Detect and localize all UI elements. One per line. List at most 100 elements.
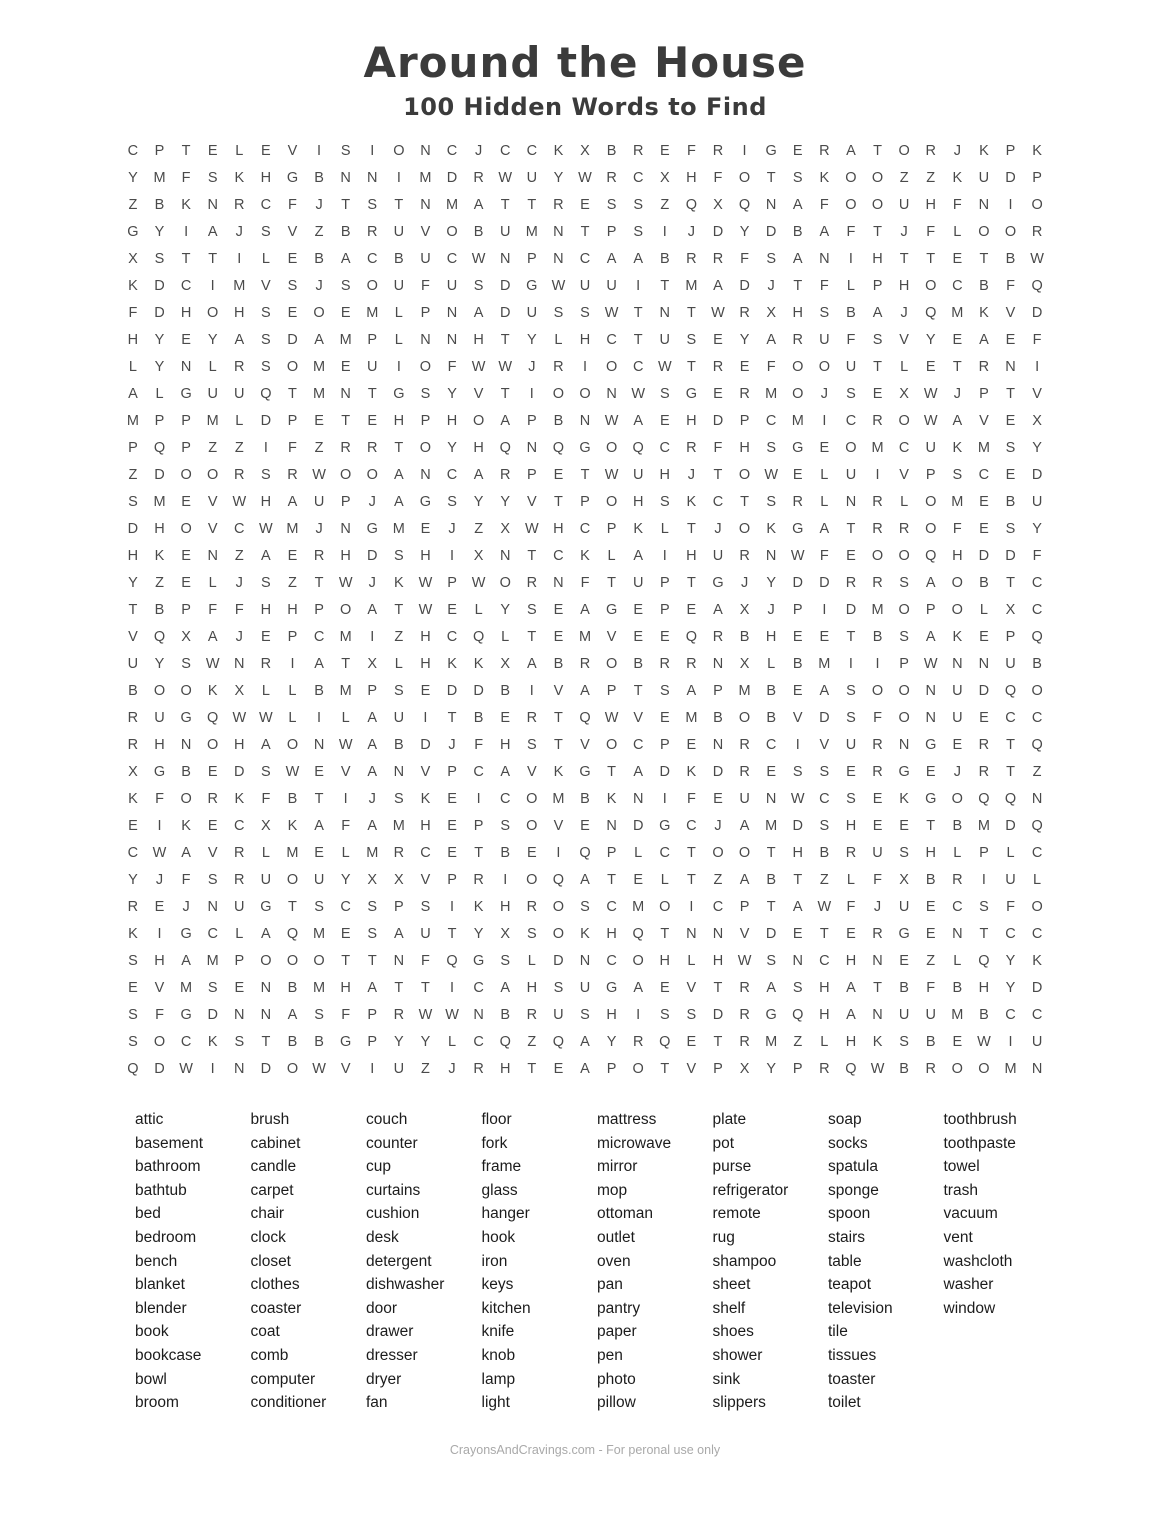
grid-letter: O [526,817,538,834]
grid-letter: U [393,277,405,294]
word-item: brush [250,1111,290,1128]
word-item: bench [135,1252,178,1270]
grid-letter: S [128,1006,138,1023]
grid-letter: I [184,223,189,240]
grid-letter: W [977,1033,991,1050]
grid-letter: S [261,574,271,591]
grid-letter: N [978,196,990,213]
grid-letter: O [951,601,963,618]
grid-letter: P [154,412,165,429]
grid-letter: N [872,952,883,969]
grid-letter: Q [127,1060,139,1077]
grid-letter: W [259,520,273,537]
grid-letter: P [1005,142,1016,159]
word-item: pantry [597,1299,641,1317]
grid-letter: X [766,304,776,321]
word-item: sink [712,1370,741,1388]
grid-letter: O [472,412,485,429]
grid-letter: J [873,898,882,915]
grid-letter: O [898,142,910,159]
grid-letter: S [899,628,909,645]
word-item: knob [481,1346,516,1364]
grid-letter: T [474,844,484,861]
grid-letter: L [235,412,244,429]
grid-letter: S [340,277,351,294]
word-item: coaster [250,1299,302,1317]
grid-letter: Z [926,169,936,186]
grid-letter: T [553,709,563,726]
grid-letter: T [341,196,351,213]
grid-letter: E [553,601,564,618]
grid-letter: L [820,1033,829,1050]
grid-letter: K [553,142,564,159]
grid-letter: N [260,979,272,996]
grid-letter: S [526,601,537,618]
grid-letter: W [604,412,619,429]
grid-letter: L [820,493,829,510]
grid-letter: U [898,196,910,213]
grid-letter: R [526,709,538,726]
grid-letter: T [846,520,856,537]
grid-letter: O [446,223,458,240]
grid-letter: A [766,331,776,348]
word-item: desk [366,1228,399,1246]
grid-letter: U [1031,1033,1043,1050]
grid-letter: S [580,898,590,915]
grid-letter: E [659,412,670,429]
grid-letter: B [580,790,590,807]
word-item: curtains [366,1181,421,1199]
grid-letter: X [659,169,670,186]
grid-letter: E [1005,466,1016,483]
grid-letter: F [1006,898,1015,915]
grid-letter: P [925,601,936,618]
grid-letter: G [260,898,272,915]
grid-letter: J [767,277,775,294]
grid-letter: L [660,520,669,537]
word-item: oven [597,1252,631,1270]
grid-letter: Q [153,439,166,456]
grid-letter: H [765,628,777,645]
grid-letter: G [340,1033,352,1050]
grid-letter: K [872,1033,883,1050]
grid-letter: A [633,547,644,564]
grid-letter: D [1005,169,1016,186]
grid-letter: M [313,385,326,402]
grid-letter: D [553,952,564,969]
grid-letter: Y [128,871,138,888]
grid-letter: C [1031,601,1043,618]
grid-letter: N [1031,1060,1043,1077]
grid-letter: Z [926,952,936,969]
grid-letter: R [686,250,697,267]
grid-letter: O [180,520,192,537]
grid-letter: I [556,844,561,861]
grid-letter: H [499,736,511,753]
grid-letter: U [526,304,538,321]
grid-letter: R [739,547,750,564]
grid-letter: M [366,304,379,321]
grid-letter: O [978,1060,990,1077]
grid-letter: O [951,1060,963,1077]
grid-letter: N [234,655,245,672]
grid-letter: R [978,763,990,780]
grid-letter: Q [845,1060,857,1077]
grid-letter: L [261,682,270,699]
grid-letter: F [181,169,191,186]
grid-letter: E [340,304,351,321]
grid-letter: A [473,196,484,213]
grid-letter: N [446,331,458,348]
grid-letter: F [208,601,218,618]
word-item: table [828,1252,862,1270]
word-item: pillow [597,1394,636,1412]
grid-letter: B [473,709,484,726]
word-item: sponge [828,1181,879,1199]
grid-letter: O [871,169,884,186]
grid-letter: O [313,304,325,321]
grid-letter: Q [579,709,591,726]
grid-letter: I [662,547,667,564]
grid-letter: Q [792,1006,804,1023]
grid-letter: F [155,790,164,807]
grid-letter: J [155,871,164,888]
grid-letter: O [1031,682,1043,699]
grid-letter: T [580,466,590,483]
grid-letter: Y [1005,952,1016,969]
